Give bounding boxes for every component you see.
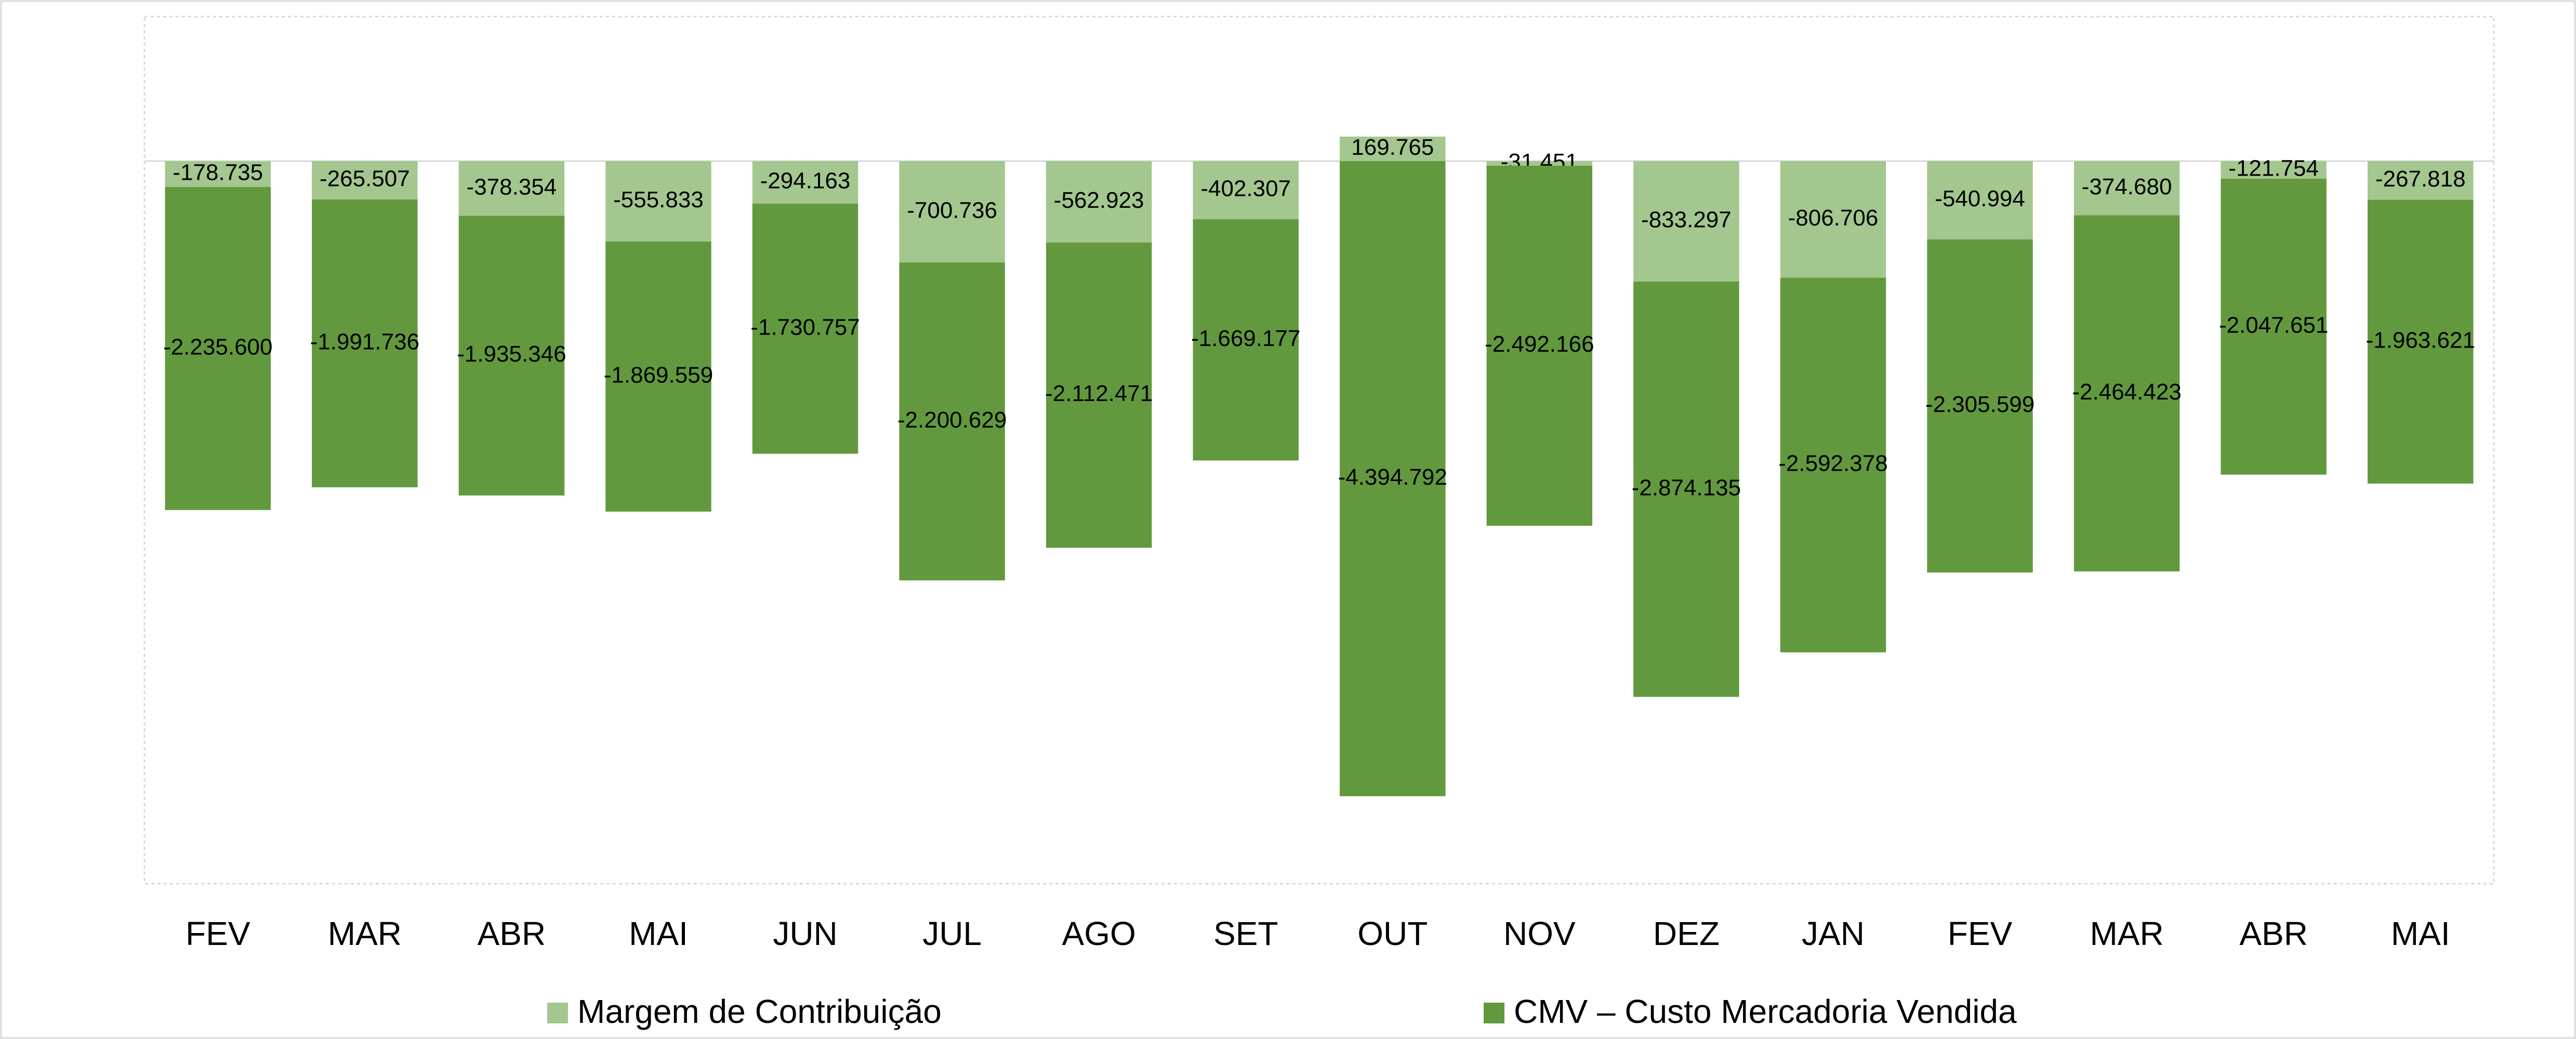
data-label: -267.818 — [2375, 166, 2466, 192]
data-label: -402.307 — [1200, 176, 1291, 202]
bar-segment — [312, 199, 418, 488]
x-tick-label: MAI — [629, 915, 688, 952]
x-tick-label: MAI — [2391, 915, 2450, 952]
x-tick-label: NOV — [1503, 915, 1576, 952]
bar-segment — [2367, 161, 2474, 200]
bar-segment — [312, 161, 418, 200]
data-label: -806.706 — [1788, 205, 1879, 231]
data-label: -555.833 — [613, 187, 704, 212]
data-label: -562.923 — [1054, 188, 1144, 213]
legend-label: Margem de Contribuição — [577, 993, 942, 1030]
data-label: -1.963.621 — [2366, 327, 2475, 353]
bar-segment — [1193, 161, 1299, 220]
bar-segment — [2367, 199, 2474, 484]
data-label: -2.235.600 — [163, 334, 272, 359]
data-label: -4.394.792 — [1338, 464, 1447, 490]
data-label: -2.592.378 — [1778, 451, 1887, 476]
data-label: -700.736 — [907, 197, 997, 223]
bar-segment — [2221, 179, 2327, 475]
data-label: -294.163 — [760, 168, 851, 194]
x-tick-label: MAR — [328, 915, 402, 952]
bar-segment — [2221, 161, 2327, 179]
bar-segment — [2073, 215, 2180, 571]
data-label: -121.754 — [2228, 156, 2319, 181]
data-label: -1.991.736 — [310, 329, 419, 355]
data-label: -2.112.471 — [1045, 381, 1153, 406]
data-label: -374.680 — [2082, 174, 2172, 199]
x-tick-label: MAR — [2090, 915, 2163, 952]
bar-segment — [165, 161, 271, 187]
data-label: -265.507 — [320, 166, 410, 192]
data-label: -1.869.559 — [604, 362, 713, 388]
x-tick-label: DEZ — [1653, 915, 1720, 952]
bar-segment — [1780, 277, 1886, 652]
data-label: -378.354 — [467, 174, 557, 199]
data-label: -1.935.346 — [457, 341, 566, 367]
data-label: -2.874.135 — [1632, 475, 1741, 500]
bar-segment — [458, 216, 565, 496]
bar-segment — [1927, 161, 2033, 239]
data-label: -2.464.423 — [2072, 379, 2181, 405]
bar-segment — [1633, 281, 1739, 697]
bar-segment — [1340, 136, 1446, 162]
x-tick-label: OUT — [1357, 915, 1428, 952]
bar-segment — [1486, 165, 1593, 526]
bar-segment — [605, 161, 711, 242]
bar-segment — [1633, 161, 1739, 282]
data-label: -2.047.651 — [2219, 312, 2328, 338]
x-tick-label: AGO — [1062, 915, 1136, 952]
bar-segment — [1193, 219, 1299, 461]
bar-segment — [1046, 242, 1152, 548]
data-label: 169.765 — [1351, 135, 1434, 160]
legend-swatch — [547, 1003, 568, 1023]
bar-segment — [1486, 161, 1593, 166]
x-tick-label: JAN — [1802, 915, 1865, 952]
data-label: -1.669.177 — [1191, 326, 1300, 351]
bar-segment — [1780, 161, 1886, 278]
bar-segment — [899, 262, 1005, 581]
bar-segment — [752, 203, 858, 454]
data-label: -2.492.166 — [1485, 331, 1594, 357]
bar-segment — [1046, 161, 1152, 243]
bar-segment — [605, 241, 711, 512]
data-label: -1.730.757 — [750, 314, 860, 340]
x-tick-label: FEV — [186, 915, 250, 952]
bar-segment — [2073, 161, 2180, 216]
x-tick-label: ABR — [478, 915, 546, 952]
plot-area — [143, 16, 2495, 885]
data-label: -178.735 — [173, 160, 263, 185]
bar-segment — [899, 161, 1005, 263]
bar-segment — [458, 161, 565, 216]
data-label: -2.200.629 — [897, 407, 1007, 433]
legend-swatch — [1484, 1003, 1504, 1023]
bar-segment — [752, 161, 858, 204]
data-label: -2.305.599 — [1925, 392, 2035, 417]
x-tick-label: SET — [1213, 915, 1278, 952]
x-tick-label: FEV — [1948, 915, 2013, 952]
bar-segment — [1927, 239, 2033, 572]
bar-segment — [165, 187, 271, 510]
bar-segment — [1340, 161, 1446, 796]
legend-label: CMV – Custo Mercadoria Vendida — [1514, 993, 2017, 1030]
data-label: -833.297 — [1641, 207, 1732, 233]
data-label: -540.994 — [1935, 186, 2025, 211]
x-tick-label: ABR — [2239, 915, 2308, 952]
x-tick-label: JUN — [773, 915, 837, 952]
x-tick-label: JUL — [922, 915, 982, 952]
